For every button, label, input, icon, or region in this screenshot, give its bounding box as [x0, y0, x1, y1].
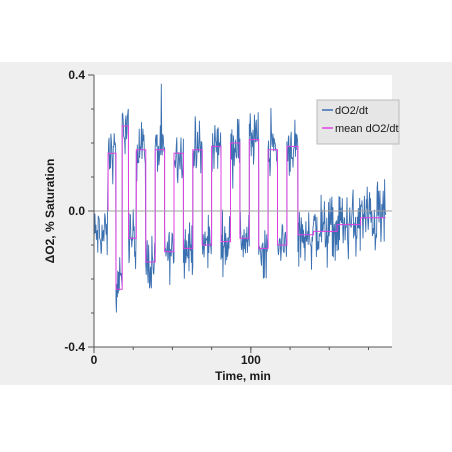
x-ticks: 0 100 [91, 347, 369, 367]
legend-label: dO2/dt [335, 105, 368, 117]
legend-box [316, 99, 400, 145]
y-tick-label: 0.4 [68, 68, 85, 82]
legend: dO2/dt mean dO2/dt [316, 99, 400, 145]
y-ticks: 0.4 0.0 -0.4 [64, 68, 94, 354]
x-tick-label: 100 [241, 353, 261, 367]
y-axis-title: ΔO2, % Saturation [43, 159, 57, 264]
x-tick-label: 0 [91, 353, 98, 367]
y-tick-label: 0.0 [68, 204, 85, 218]
x-axis-title: Time, min [215, 369, 271, 383]
legend-label: mean dO2/dt [335, 123, 399, 135]
series-layer [93, 83, 387, 313]
series-line-mean-do2-dt [94, 125, 386, 290]
series-line-do2-dt [93, 83, 387, 313]
y-tick-label: -0.4 [64, 340, 85, 354]
